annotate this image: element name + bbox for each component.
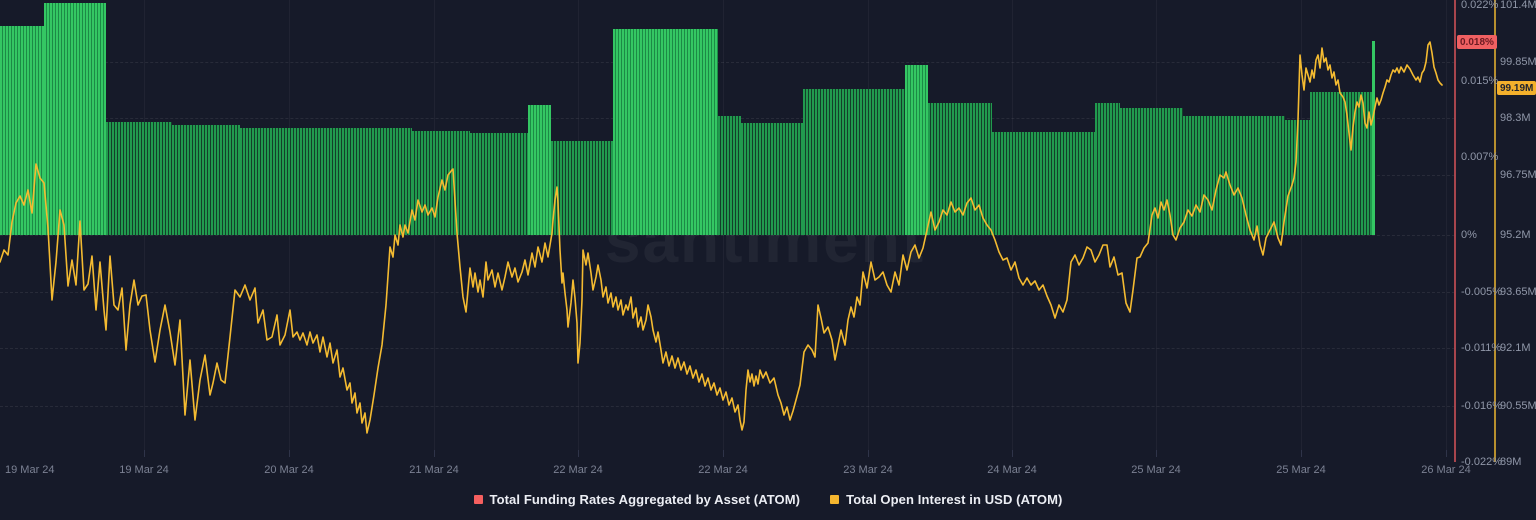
funding-tick-label: -0.022% <box>1461 456 1502 468</box>
funding-bar-segment <box>741 123 803 235</box>
x-axis-label: 19 Mar 24 <box>119 464 169 476</box>
open-interest-tick-label: 99.85M <box>1500 56 1536 68</box>
x-axis-label: 23 Mar 24 <box>843 464 893 476</box>
funding-bar-segment <box>992 132 1095 235</box>
h-gridline <box>0 348 1455 349</box>
funding-bar-segment <box>44 3 106 235</box>
x-axis-tick <box>289 450 290 457</box>
funding-bar-segment <box>1372 41 1375 235</box>
x-axis-tick <box>578 450 579 457</box>
funding-bar-segment <box>240 128 412 235</box>
funding-axis-line <box>1454 0 1456 462</box>
funding-current-value-badge: 0.018% <box>1457 35 1497 49</box>
x-axis-label: 21 Mar 24 <box>409 464 459 476</box>
funding-tick-label: -0.011% <box>1461 342 1502 354</box>
funding-bar-segment <box>718 116 741 235</box>
open-interest-axis-line <box>1494 0 1496 462</box>
funding-bar-segment <box>613 29 718 235</box>
x-axis-label: 19 Mar 24 <box>5 464 55 476</box>
funding-bar-segment <box>803 89 905 235</box>
funding-bar-segment <box>412 131 470 235</box>
x-axis-tick <box>723 450 724 457</box>
funding-bar-segment <box>1183 116 1285 235</box>
legend-label-funding-rates: Total Funding Rates Aggregated by Asset … <box>489 492 801 507</box>
legend-item-open-interest[interactable]: Total Open Interest in USD (ATOM) <box>830 492 1062 507</box>
open-interest-tick-label: 89M <box>1500 456 1522 468</box>
funding-bar-segment <box>1095 103 1120 235</box>
v-gridline <box>1446 0 1447 450</box>
funding-bar-segment <box>172 125 240 235</box>
x-axis-label: 25 Mar 24 <box>1131 464 1181 476</box>
funding-bar-segment <box>905 65 928 235</box>
h-gridline <box>0 62 1455 63</box>
funding-bar-segment <box>1120 108 1183 235</box>
h-gridline <box>0 292 1455 293</box>
x-axis-tick <box>1012 450 1013 457</box>
x-axis-label: 22 Mar 24 <box>698 464 748 476</box>
funding-tick-label: 0.022% <box>1461 0 1499 11</box>
x-axis-tick <box>1156 450 1157 457</box>
x-axis-tick <box>434 450 435 457</box>
funding-bar-segment <box>528 105 551 235</box>
funding-bar-segment <box>106 122 172 235</box>
open-interest-tick-label: 95.2M <box>1500 229 1531 241</box>
open-interest-tick-label: 90.55M <box>1500 400 1536 412</box>
x-axis-tick <box>1301 450 1302 457</box>
funding-rates-swatch-icon <box>473 495 483 504</box>
open-interest-tick-label: 98.3M <box>1500 112 1531 124</box>
open-interest-tick-label: 101.4M <box>1500 0 1536 11</box>
x-axis-label: 25 Mar 24 <box>1276 464 1326 476</box>
funding-bar-segment <box>470 133 528 235</box>
legend-label-open-interest: Total Open Interest in USD (ATOM) <box>846 492 1063 507</box>
funding-bar-segment <box>928 103 992 235</box>
open-interest-tick-label: 93.65M <box>1500 286 1536 298</box>
x-axis-label: 24 Mar 24 <box>987 464 1037 476</box>
open-interest-tick-label: 96.75M <box>1500 169 1536 181</box>
funding-bar-segment <box>0 26 44 235</box>
open-interest-current-value-badge: 99.19M <box>1497 81 1536 95</box>
x-axis-tick <box>144 450 145 457</box>
chart-legend: Total Funding Rates Aggregated by Asset … <box>0 492 1536 507</box>
funding-tick-label: -0.005% <box>1461 286 1502 298</box>
x-axis-tick <box>868 450 869 457</box>
funding-tick-label: 0.015% <box>1461 75 1499 87</box>
x-axis-tick <box>1446 450 1447 457</box>
legend-item-funding-rates[interactable]: Total Funding Rates Aggregated by Asset … <box>473 492 801 507</box>
funding-tick-label: 0% <box>1461 229 1477 241</box>
funding-bar-segment <box>1285 120 1310 235</box>
funding-bar-segment <box>551 141 613 235</box>
h-gridline <box>0 406 1455 407</box>
x-axis-label: 26 Mar 24 <box>1421 464 1471 476</box>
open-interest-swatch-icon <box>830 495 840 504</box>
funding-tick-label: 0.007% <box>1461 151 1499 163</box>
open-interest-tick-label: 92.1M <box>1500 342 1531 354</box>
x-axis-label: 20 Mar 24 <box>264 464 314 476</box>
funding-bar-segment <box>1310 92 1373 235</box>
funding-tick-label: -0.016% <box>1461 400 1502 412</box>
x-axis-label: 22 Mar 24 <box>553 464 603 476</box>
